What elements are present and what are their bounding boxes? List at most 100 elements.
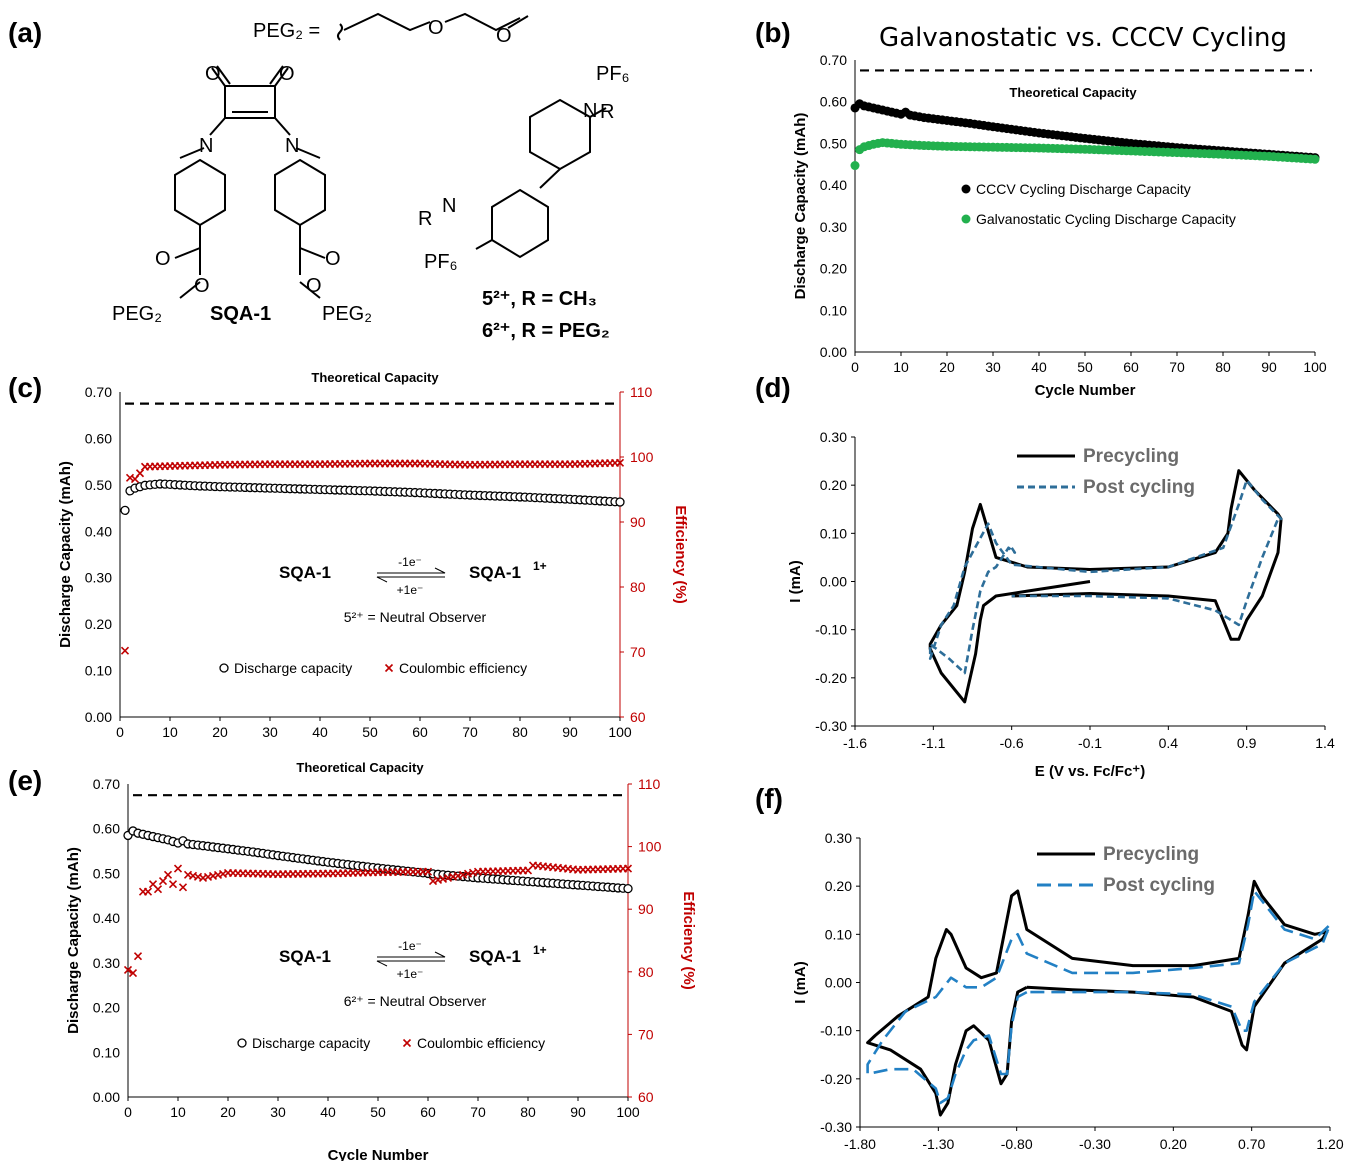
carbonyl-left-2 xyxy=(216,65,231,85)
r-bottom: R xyxy=(418,208,432,230)
y-tick-label: -0.20 xyxy=(820,1071,852,1087)
chart-title: Galvanostatic vs. CCCV Cycling xyxy=(879,23,1287,53)
y-axis-label: Discharge Capacity (mAh) xyxy=(792,113,809,300)
y-tick-label: 0.00 xyxy=(820,574,847,590)
y-tick-label: 0.30 xyxy=(825,830,852,846)
data-point-series2 xyxy=(173,864,183,873)
r-top: R xyxy=(600,101,614,123)
y2-tick-label: 90 xyxy=(630,514,646,530)
y-tick-label: 0.00 xyxy=(85,709,112,725)
y-tick-label: 0.10 xyxy=(820,525,847,541)
x-tick-label: 60 xyxy=(412,724,428,740)
legend-label: Discharge capacity xyxy=(252,1035,370,1051)
theoretical-capacity-label: Theoretical Capacity xyxy=(1009,85,1137,100)
x-tick-label: 40 xyxy=(312,724,328,740)
x-tick-label: 20 xyxy=(220,1104,236,1120)
peg-chain-3 xyxy=(507,15,529,29)
y2-tick-label: 100 xyxy=(638,839,662,855)
y2-tick-label: 100 xyxy=(630,449,654,465)
y-tick-label: 0.00 xyxy=(825,975,852,991)
x-tick-label: 0.4 xyxy=(1159,735,1179,751)
ester-oxygen-right: O xyxy=(325,248,341,270)
reaction-right-sup: 1+ xyxy=(533,943,547,957)
x-tick-label: 50 xyxy=(370,1104,386,1120)
data-point-series2 xyxy=(615,458,625,467)
benzene-right xyxy=(274,158,326,227)
n-methyl-right xyxy=(295,147,321,159)
peg-definition: PEG₂ = xyxy=(253,20,320,42)
nitrogen-right: N xyxy=(285,135,299,157)
peg-oxygen-2: O xyxy=(496,25,512,47)
y-tick-label: -0.30 xyxy=(815,718,847,734)
y-tick-label: 0.10 xyxy=(825,926,852,942)
reaction-right: SQA-1 xyxy=(469,563,521,582)
y-tick-label: 0.50 xyxy=(93,865,120,881)
post-cycling-curve xyxy=(866,889,1332,1105)
data-point-series2 xyxy=(123,965,133,974)
y2-tick-label: 90 xyxy=(638,901,654,917)
y2-tick-label: 110 xyxy=(630,384,653,400)
x-axis-label: Cycle Number xyxy=(1035,382,1136,399)
oxygen-left: O xyxy=(205,63,221,85)
peg-oxygen-1: O xyxy=(428,17,444,39)
ester-co-left xyxy=(174,247,201,259)
precycling-curve xyxy=(866,879,1329,1117)
ester-oxygen-left-2: O xyxy=(194,275,210,297)
y-tick-label: 0.20 xyxy=(820,261,847,277)
y-tick-label: 0.70 xyxy=(820,52,847,68)
x-tick-label: 80 xyxy=(520,1104,536,1120)
x-tick-label: 10 xyxy=(170,1104,186,1120)
legend-label: Precycling xyxy=(1083,446,1179,467)
carbonyl-right xyxy=(274,67,289,87)
y-tick-label: -0.10 xyxy=(820,1023,852,1039)
legend-marker xyxy=(237,1038,247,1048)
x-tick-label: -0.6 xyxy=(1000,735,1024,751)
equilibrium-arrows xyxy=(376,951,446,967)
legend-label: Coulombic efficiency xyxy=(417,1035,545,1051)
chemical-structures xyxy=(174,12,607,299)
x-tick-label: 70 xyxy=(470,1104,486,1120)
legend-label: Galvanostatic Cycling Discharge Capacity xyxy=(976,211,1236,227)
data-point-series2 xyxy=(168,880,178,889)
carbonyl-left xyxy=(211,67,226,87)
y-tick-label: -0.30 xyxy=(820,1119,852,1135)
x-axis-label: E (V vs. Fc/Fc⁺) xyxy=(1035,763,1145,780)
x-tick-label: -0.80 xyxy=(1001,1136,1033,1152)
y2-tick-label: 60 xyxy=(638,1089,654,1105)
x-tick-label: 0.70 xyxy=(1238,1136,1265,1152)
x-tick-label: 80 xyxy=(1215,359,1231,375)
y-tick-label: 0.40 xyxy=(93,910,120,926)
x-tick-label: 40 xyxy=(1031,359,1047,375)
n-r-top xyxy=(589,107,607,118)
theoretical-capacity-label: Theoretical Capacity xyxy=(311,370,439,385)
x-tick-label: 80 xyxy=(512,724,528,740)
y-tick-label: 0.70 xyxy=(93,776,120,792)
legend-marker xyxy=(961,214,971,224)
x-tick-label: 0 xyxy=(851,359,859,375)
x-tick-label: 0.9 xyxy=(1237,735,1257,751)
data-point-series2 xyxy=(423,867,433,876)
y2-tick-label: 70 xyxy=(638,1026,654,1042)
legend-label: Discharge capacity xyxy=(234,660,352,676)
x-tick-label: 100 xyxy=(616,1104,640,1120)
data-point-series1 xyxy=(615,497,625,507)
y-tick-label: 0.10 xyxy=(820,302,847,318)
y-tick-label: 0.50 xyxy=(85,477,112,493)
legend-label: Post cycling xyxy=(1083,477,1195,498)
y2-tick-label: 60 xyxy=(630,709,646,725)
legend-label: Coulombic efficiency xyxy=(399,660,527,676)
reaction-left: SQA-1 xyxy=(279,563,331,582)
data-point-series2 xyxy=(623,864,633,873)
y2-tick-label: 80 xyxy=(630,579,646,595)
data-point-series2 xyxy=(128,968,138,978)
y2-axis-label: Efficiency (%) xyxy=(672,505,689,603)
peg2-right: PEG₂ xyxy=(322,303,372,325)
x-tick-label: 100 xyxy=(608,724,632,740)
y-tick-label: 0.40 xyxy=(85,523,112,539)
x-axis-label: Cycle Number xyxy=(328,1147,429,1161)
reaction-right-sup: 1+ xyxy=(533,559,547,573)
data-point-series2 xyxy=(135,469,145,478)
pyridinium-top xyxy=(529,98,591,171)
x-tick-label: 100 xyxy=(1303,359,1327,375)
